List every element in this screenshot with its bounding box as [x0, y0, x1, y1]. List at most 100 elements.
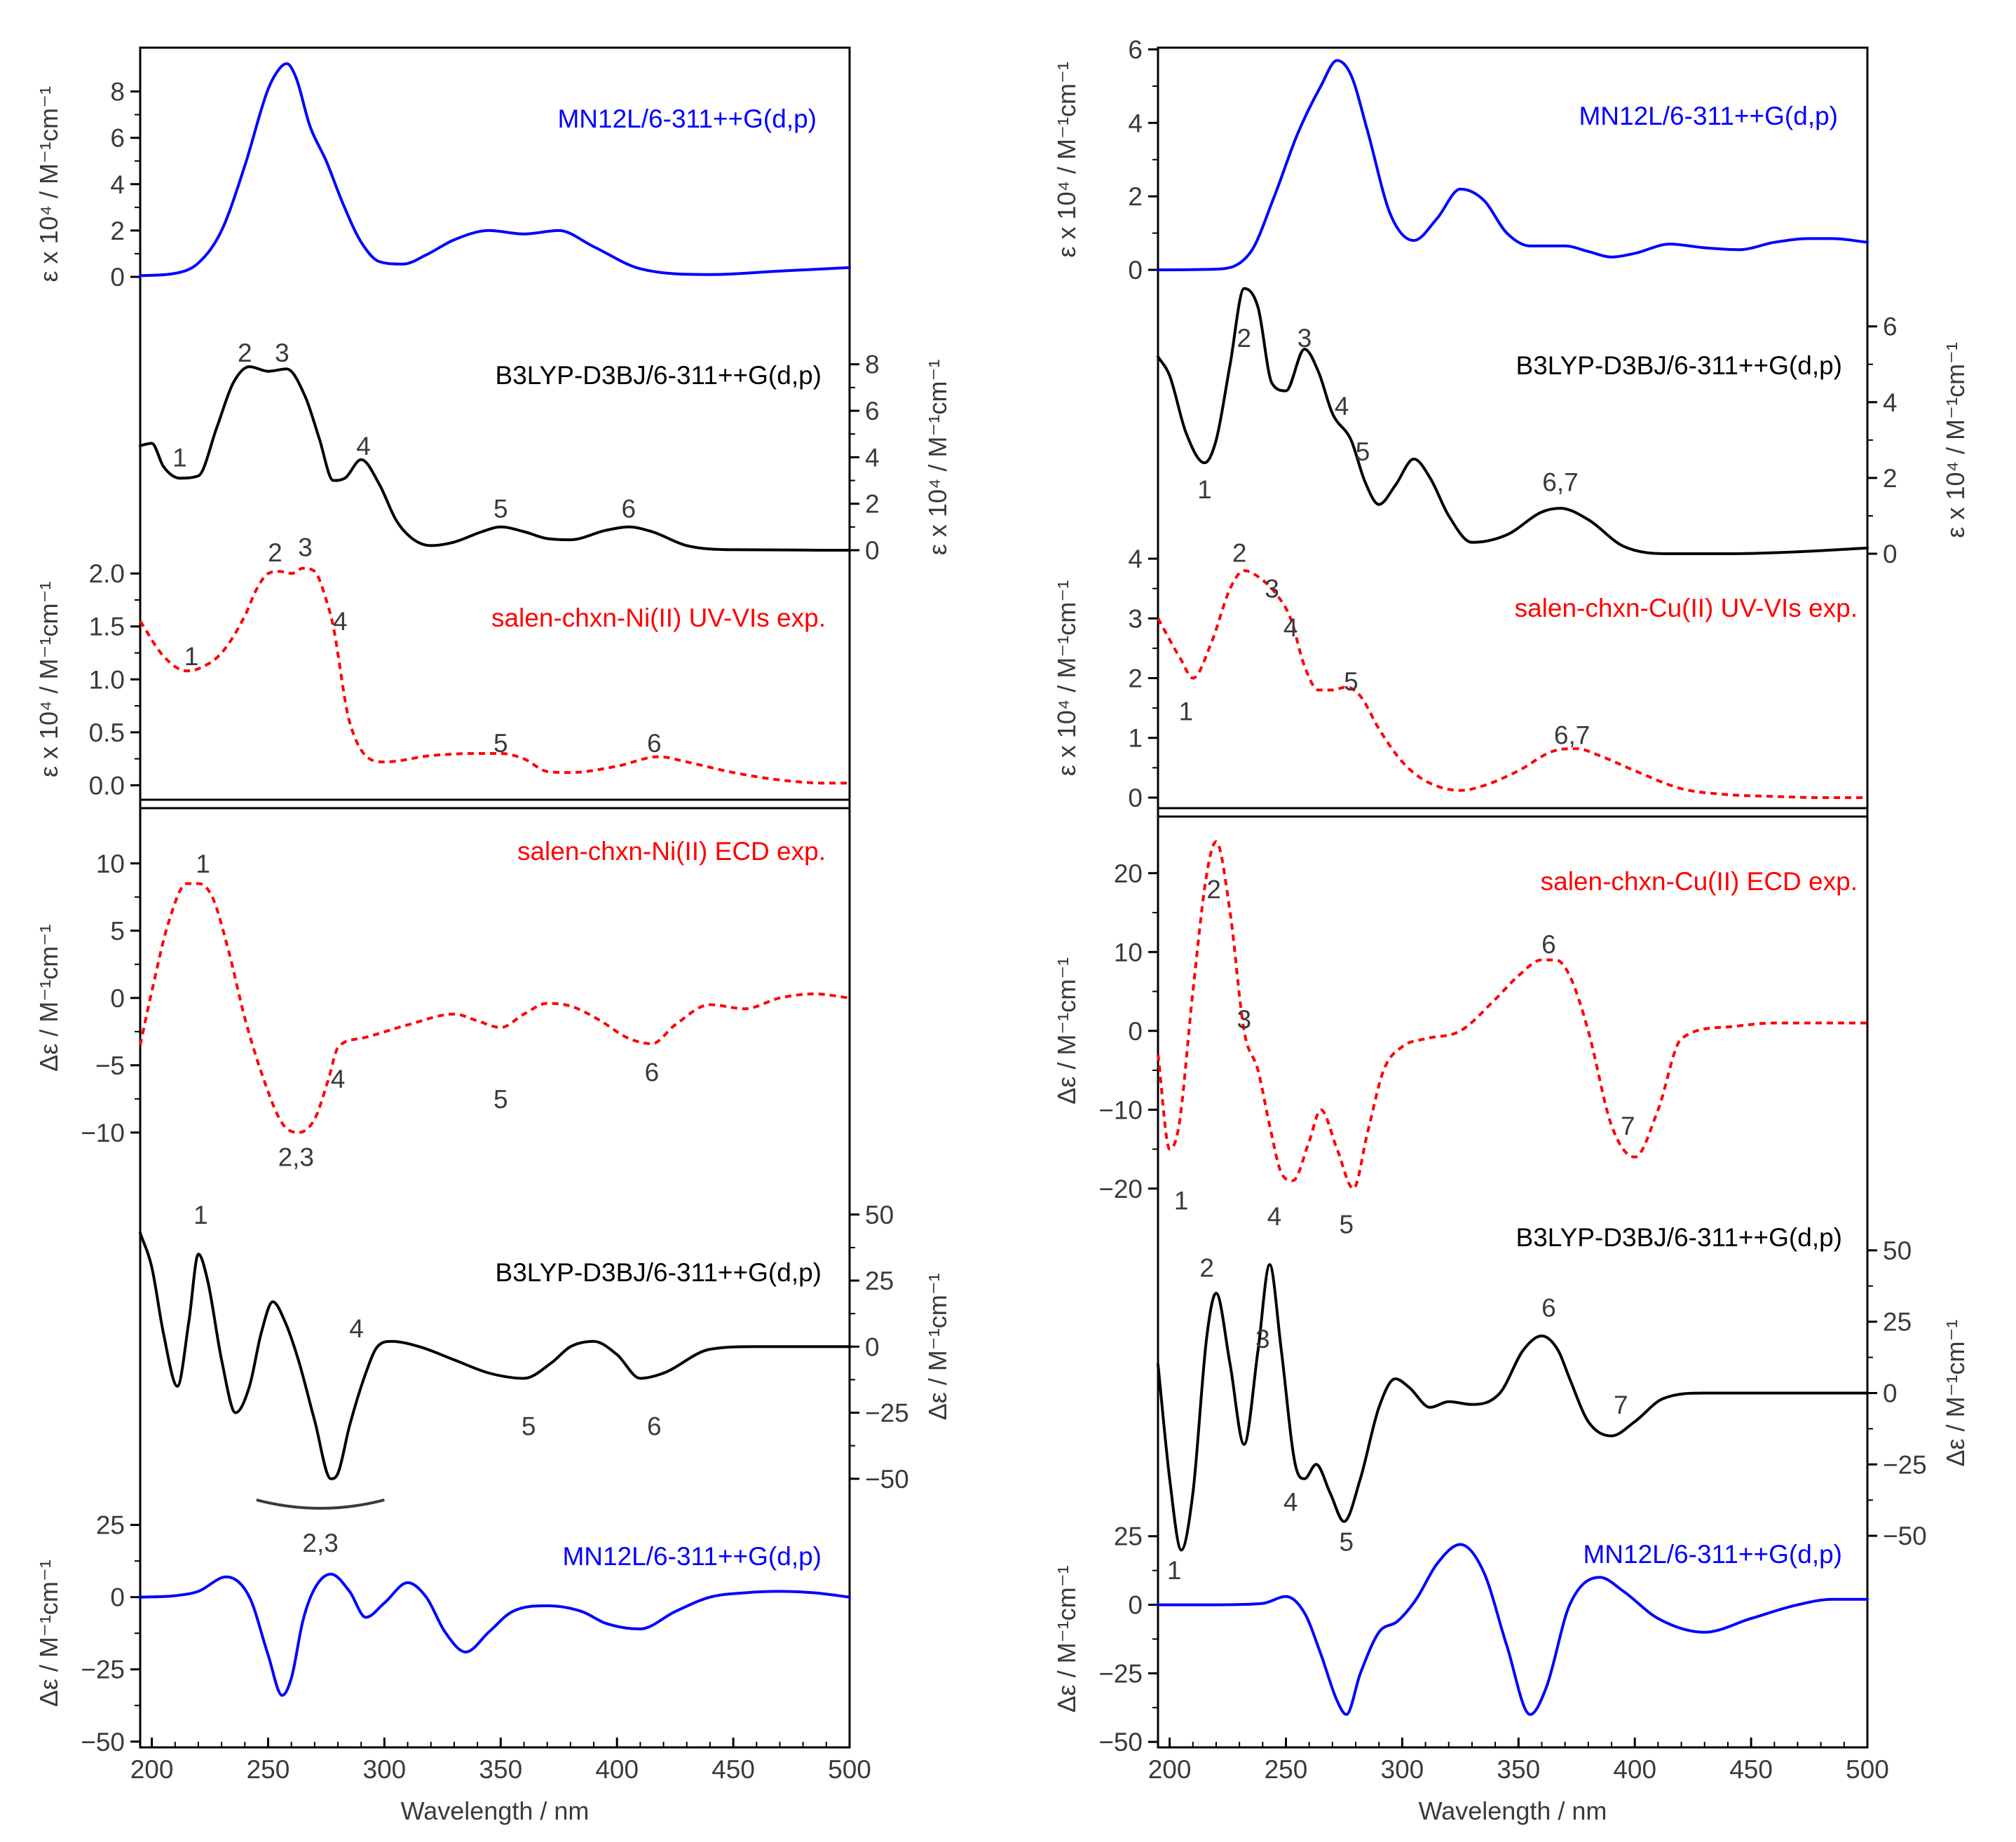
- ni-uv_b3lyp-y-tick-label: 0: [865, 536, 880, 565]
- cu-x-tick-label-450: 450: [1729, 1755, 1773, 1784]
- ni-uv_b3lyp-method-label: B3LYP-D3BJ/6-311++G(d,p): [496, 361, 822, 390]
- ni-uv_b3lyp-y-axis-label: ε x 10⁴ / M⁻¹cm⁻¹: [923, 360, 952, 556]
- ni-x-tick-label-450: 450: [711, 1755, 755, 1784]
- cu-ecd_mn12l-method-label: MN12L/6-311++G(d,p): [1583, 1540, 1842, 1569]
- cu-ecd_exp-peak-label-7: 7: [1621, 1112, 1635, 1140]
- ni-uv_b3lyp-y-tick-label: 6: [865, 397, 880, 425]
- ni-uv_mn12l-y-tick-label: 8: [110, 78, 125, 107]
- cu-panel-uv-b3lyp: 0 2 4 6 ε x 10⁴ / M⁻¹cm⁻¹ B3LYP-D3BJ/6-311++G…: [1157, 287, 1970, 568]
- ni-uv_mn12l-y-tick-label: 2: [110, 217, 125, 245]
- ni-uv_mn12l-series-line: [139, 62, 851, 278]
- ni-ecd_exp-method-label: salen-chxn-Ni(II) ECD exp.: [517, 837, 826, 866]
- ni-uv_b3lyp-y-tick-label: 8: [865, 350, 880, 379]
- ni-uv_b3lyp-peak-label-5: 5: [493, 494, 508, 523]
- cu-uv_exp-method-label: salen-chxn-Cu(II) UV-VIs exp.: [1515, 594, 1858, 622]
- ni-ecd_b3lyp-series-line: [139, 1232, 851, 1480]
- ni-ecd_mn12l-y-tick-label: 0: [110, 1583, 125, 1612]
- ni-ecd_exp-peak-label-6: 6: [645, 1058, 660, 1086]
- cu-uv_b3lyp-method-label: B3LYP-D3BJ/6-311++G(d,p): [1516, 351, 1842, 380]
- cu-uv_exp-peak-label-1: 1: [1179, 697, 1194, 725]
- ni-uv_exp-peak-label-5: 5: [493, 729, 508, 758]
- ni-uv_b3lyp-peak-label-1: 1: [172, 443, 187, 472]
- ni-ecd_b3lyp-peak-label-4: 4: [349, 1314, 364, 1343]
- ni-uv_mn12l-y-axis-label: ε x 10⁴ / M⁻¹cm⁻¹: [34, 86, 63, 282]
- cu-uv_b3lyp-peak-label-4: 4: [1335, 392, 1349, 421]
- cu-frame: [1157, 46, 1869, 1749]
- ni-ecd_mn12l-y-axis-label: Δε / M⁻¹cm⁻¹: [34, 1560, 63, 1707]
- cu-ecd_mn12l-series-line: [1157, 1543, 1869, 1717]
- cu-ecd_b3lyp-y-tick-label: −25: [1883, 1450, 1927, 1479]
- cu-ecd_b3lyp-y-tick-label: 25: [1883, 1308, 1912, 1337]
- ni-ecd_exp-peak-label-1: 1: [196, 850, 210, 878]
- cu-ecd_exp-peak-label-3: 3: [1237, 1005, 1251, 1034]
- ni-panel-ecd-mn12l: −50 −25 0 25 Δε / M⁻¹cm⁻¹ MN12L/6-311++G(d,p): [34, 1511, 851, 1756]
- ni-panel-ecd-b3lyp: −50 −25 0 25 50 Δε / M⁻¹cm⁻¹ B3LYP-D3BJ/6-311+…: [139, 1201, 952, 1557]
- ni-uv_b3lyp-y-tick-label: 4: [865, 443, 880, 472]
- cu-panel-uv-mn12l: 0 2 4 6 ε x 10⁴ / M⁻¹cm⁻¹ MN12L/6-311++G(d,p): [1052, 35, 1869, 285]
- cu-uv_exp-peak-label-3: 3: [1265, 575, 1279, 603]
- ni-ecd_mn12l-method-label: MN12L/6-311++G(d,p): [562, 1542, 822, 1571]
- ni-uv_exp-y-tick-label: 1.0: [89, 665, 125, 694]
- ni-uv_b3lyp-y-tick-label: 2: [865, 490, 880, 519]
- cu-ecd_b3lyp-peak-label-3: 3: [1255, 1325, 1270, 1353]
- cu-ecd_exp-peak-label-2: 2: [1206, 875, 1221, 903]
- cu-uv_exp-series-line: [1157, 569, 1867, 799]
- cu-x-tick-label-300: 300: [1381, 1755, 1424, 1784]
- ni-uv_mn12l-method-label: MN12L/6-311++G(d,p): [557, 104, 817, 133]
- ni-uv_exp-y-tick-label: 2.0: [89, 559, 125, 588]
- cu-ecd_b3lyp-peak-label-4: 4: [1283, 1487, 1298, 1516]
- ni-ecd_b3lyp-y-tick-label: −50: [865, 1465, 909, 1494]
- cu-ecd_exp-y-tick-label: 10: [1114, 938, 1143, 967]
- ni-ecd_b3lyp-peak-label-6: 6: [647, 1412, 662, 1440]
- cu-ecd_exp-y-tick-label: −10: [1098, 1096, 1143, 1124]
- ni-x-tick-label-250: 250: [247, 1755, 290, 1784]
- cu-x-axis-label: Wavelength / nm: [1419, 1796, 1607, 1825]
- ni-panel-ecd-exp: −10 −5 0 5 10 Δε / M⁻¹cm⁻¹ salen-chxn-Ni(II) E…: [34, 837, 850, 1171]
- cu-ecd_exp-peak-label-4: 4: [1267, 1202, 1282, 1231]
- ni-frame: [139, 46, 851, 1749]
- cu-uv_b3lyp-peak-label-5: 5: [1356, 437, 1370, 466]
- ni-uv_exp-peak-label-1: 1: [184, 642, 199, 671]
- ni-ecd_mn12l-y-tick-label: 25: [96, 1511, 125, 1540]
- cu-uv_mn12l-y-tick-label: 4: [1128, 109, 1143, 137]
- cu-ecd_exp-y-tick-label: −20: [1098, 1175, 1143, 1203]
- cu-uv_mn12l-method-label: MN12L/6-311++G(d,p): [1579, 102, 1838, 130]
- ni-ecd_b3lyp-y-tick-label: −25: [865, 1399, 909, 1428]
- cu-uv_b3lyp-y-tick-label: 4: [1883, 388, 1898, 417]
- ni-uv_b3lyp-peak-label-6: 6: [621, 494, 636, 523]
- cu-ecd_b3lyp-y-tick-label: 0: [1883, 1379, 1898, 1408]
- cu-uv_b3lyp-peak-label-3: 3: [1298, 324, 1312, 353]
- ni-uv_exp-y-tick-label: 0.0: [89, 771, 125, 800]
- cu-ecd_b3lyp-method-label: B3LYP-D3BJ/6-311++G(d,p): [1516, 1223, 1842, 1252]
- cu-ecd_exp-peak-label-5: 5: [1339, 1210, 1354, 1239]
- cu-uv_exp-y-tick-label: 3: [1128, 604, 1143, 633]
- cu-ecd_mn12l-y-tick-label: −25: [1098, 1659, 1143, 1688]
- ni-ecd_exp-y-axis-label: Δε / M⁻¹cm⁻¹: [34, 925, 63, 1072]
- cu-ecd_b3lyp-y-tick-label: 50: [1883, 1236, 1912, 1265]
- ni-ecd_exp-peak-label-2-3: 2,3: [278, 1142, 314, 1171]
- cu-uv_b3lyp-peak-label-2: 2: [1237, 324, 1251, 353]
- cu-ecd_b3lyp-peak-label-1: 1: [1167, 1556, 1182, 1585]
- cu-uv_exp-y-axis-label: ε x 10⁴ / M⁻¹cm⁻¹: [1052, 580, 1081, 777]
- cu-panel-ecd-exp: −20 −10 0 10 20 Δε / M⁻¹cm⁻¹ salen-chxn-Cu(II)…: [1052, 840, 1867, 1239]
- ni-uv_b3lyp-peak-label-4: 4: [356, 432, 371, 460]
- cu-ecd_mn12l-y-tick-label: 0: [1128, 1591, 1143, 1620]
- cu-uv_mn12l-y-tick-label: 2: [1128, 182, 1143, 211]
- cu-ecd_exp-y-tick-label: 0: [1128, 1017, 1143, 1046]
- cu-ecd_mn12l-y-tick-label: −50: [1098, 1728, 1143, 1756]
- ni-x-tick-label-400: 400: [595, 1755, 639, 1784]
- ni-uv_exp-peak-label-4: 4: [333, 607, 348, 636]
- ni-ecd_exp-series-line: [139, 882, 850, 1134]
- cu-uv_b3lyp-y-axis-label: ε x 10⁴ / M⁻¹cm⁻¹: [1941, 342, 1970, 538]
- ni-panel-uv-b3lyp: 0 2 4 6 8 ε x 10⁴ / M⁻¹cm⁻¹ B3LYP-D3BJ/6-311++…: [139, 339, 952, 565]
- ni-x-axis-label: Wavelength / nm: [401, 1796, 590, 1825]
- ni-uv_exp-y-tick-label: 0.5: [89, 718, 125, 747]
- cu-uv_exp-y-tick-label: 1: [1128, 724, 1143, 753]
- ni-ecd_mn12l-series-line: [139, 1572, 851, 1697]
- ni-uv_mn12l-y-tick-label: 0: [110, 263, 125, 292]
